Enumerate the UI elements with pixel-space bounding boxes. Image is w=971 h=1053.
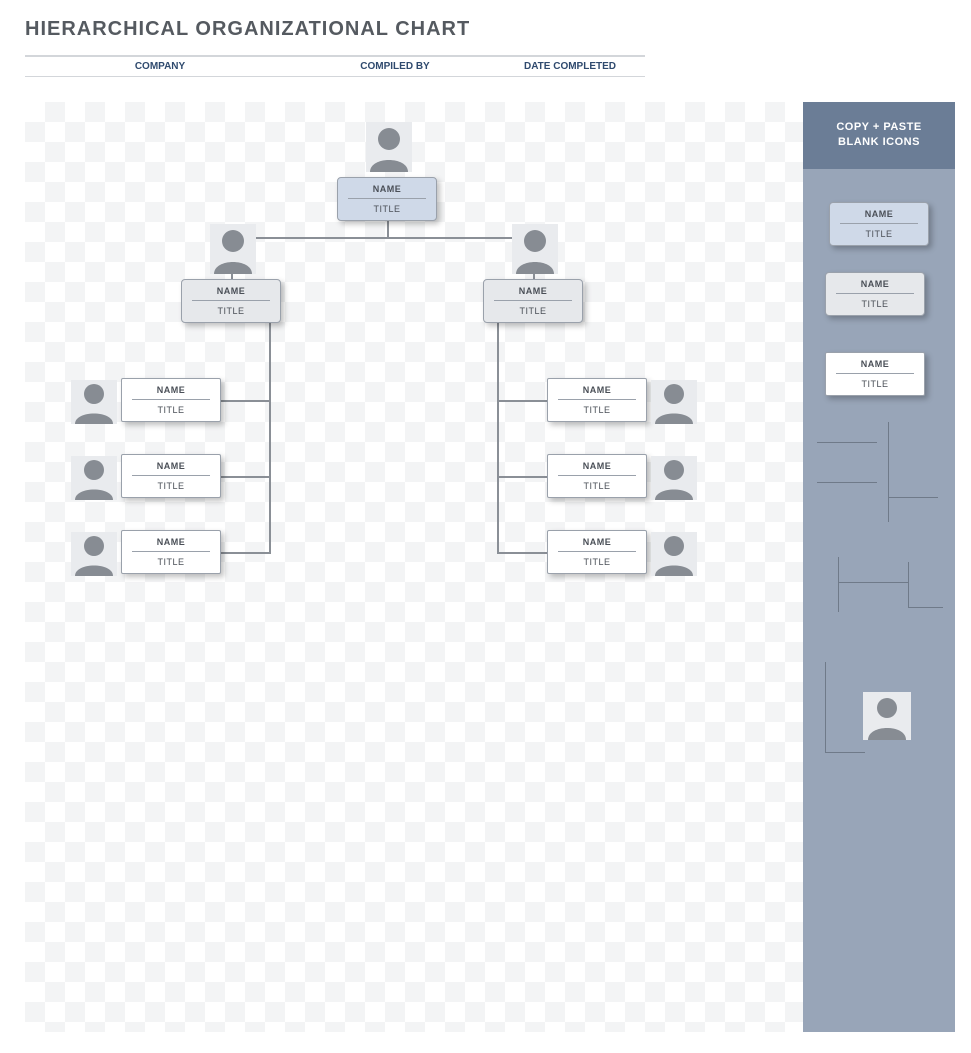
chart-canvas[interactable]: NAME TITLE NAME TITLE NAME TITLE [25, 102, 803, 1032]
connector-sample[interactable] [888, 422, 889, 477]
avatar-icon [651, 380, 697, 424]
avatar-icon [71, 532, 117, 576]
org-node-leaf[interactable]: NAME TITLE [121, 454, 221, 498]
node-title-label: TITLE [548, 552, 646, 573]
connector [221, 400, 271, 402]
node-title-label: TITLE [548, 400, 646, 421]
node-title-label: TITLE [830, 224, 928, 245]
node-name-label: NAME [548, 531, 646, 551]
connector-sample[interactable] [908, 607, 943, 608]
connector-sample[interactable] [838, 557, 839, 612]
node-name-label: NAME [548, 455, 646, 475]
avatar-icon [512, 224, 558, 274]
connector [497, 476, 547, 478]
connector-sample[interactable] [825, 752, 865, 753]
avatar-icon [651, 532, 697, 576]
node-title-label: TITLE [484, 301, 582, 322]
node-title-label: TITLE [548, 476, 646, 497]
connector [221, 476, 271, 478]
connector-sample[interactable] [888, 477, 889, 522]
org-node-root[interactable]: NAME TITLE [337, 177, 437, 221]
org-node-leaf[interactable]: NAME TITLE [547, 454, 647, 498]
avatar-icon [210, 224, 256, 274]
palette-card-blue[interactable]: NAME TITLE [829, 202, 929, 246]
avatar-icon [71, 380, 117, 424]
header-field-company[interactable]: COMPANY [25, 57, 295, 76]
header-fields: COMPANY COMPILED BY DATE COMPLETED [25, 55, 645, 77]
sidebar-heading: COPY + PASTE BLANK ICONS [803, 102, 955, 169]
connector [497, 400, 547, 402]
node-title-label: TITLE [826, 294, 924, 315]
org-node-branch-right[interactable]: NAME TITLE [483, 279, 583, 323]
sidebar-heading-line1: COPY + PASTE [836, 121, 921, 133]
connector-sample[interactable] [817, 442, 877, 443]
connector-sample[interactable] [908, 562, 909, 607]
sidebar-heading-line2: BLANK ICONS [838, 136, 920, 148]
palette-avatar-icon[interactable] [863, 692, 911, 740]
avatar-icon [366, 122, 412, 172]
node-name-label: NAME [826, 353, 924, 373]
connector-sample[interactable] [825, 662, 826, 752]
node-name-label: NAME [548, 379, 646, 399]
connector [231, 237, 535, 239]
node-title-label: TITLE [826, 374, 924, 395]
node-name-label: NAME [830, 203, 928, 223]
org-node-leaf[interactable]: NAME TITLE [121, 530, 221, 574]
node-title-label: TITLE [338, 199, 436, 220]
avatar-icon [71, 456, 117, 500]
org-node-leaf[interactable]: NAME TITLE [547, 378, 647, 422]
org-node-leaf[interactable]: NAME TITLE [121, 378, 221, 422]
node-name-label: NAME [182, 280, 280, 300]
work-area: NAME TITLE NAME TITLE NAME TITLE [25, 102, 955, 1032]
node-title-label: TITLE [122, 400, 220, 421]
org-node-branch-left[interactable]: NAME TITLE [181, 279, 281, 323]
connector-sample[interactable] [817, 482, 877, 483]
node-title-label: TITLE [122, 476, 220, 497]
connector-sample[interactable] [838, 582, 908, 583]
sidebar-palette: COPY + PASTE BLANK ICONS NAME TITLE NAME… [803, 102, 955, 1032]
connector-sample[interactable] [888, 497, 938, 498]
node-title-label: TITLE [122, 552, 220, 573]
node-name-label: NAME [484, 280, 582, 300]
connector [497, 552, 547, 554]
org-node-leaf[interactable]: NAME TITLE [547, 530, 647, 574]
connector [269, 323, 271, 554]
page-title: HIERARCHICAL ORGANIZATIONAL CHART [25, 18, 951, 41]
header-field-compiled-by[interactable]: COMPILED BY [295, 57, 495, 76]
connector [221, 552, 271, 554]
avatar-icon [651, 456, 697, 500]
node-name-label: NAME [338, 178, 436, 198]
node-title-label: TITLE [182, 301, 280, 322]
header-field-date-completed[interactable]: DATE COMPLETED [495, 57, 645, 76]
node-name-label: NAME [122, 531, 220, 551]
node-name-label: NAME [122, 455, 220, 475]
connector [497, 323, 499, 554]
node-name-label: NAME [122, 379, 220, 399]
node-name-label: NAME [826, 273, 924, 293]
palette-card-white[interactable]: NAME TITLE [825, 352, 925, 396]
palette-card-gray[interactable]: NAME TITLE [825, 272, 925, 316]
